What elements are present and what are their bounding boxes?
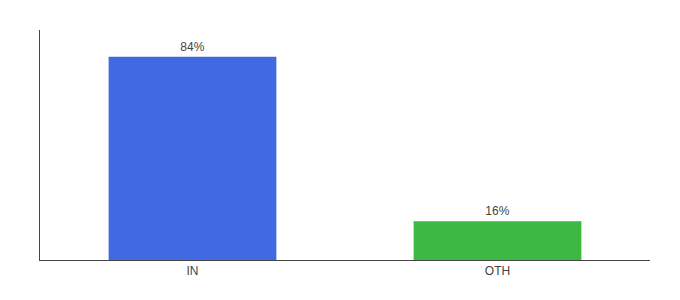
svg-text:IN: IN [187,264,199,278]
svg-text:16%: 16% [485,204,509,218]
svg-text:OTH: OTH [485,264,510,278]
svg-text:84%: 84% [180,40,204,54]
